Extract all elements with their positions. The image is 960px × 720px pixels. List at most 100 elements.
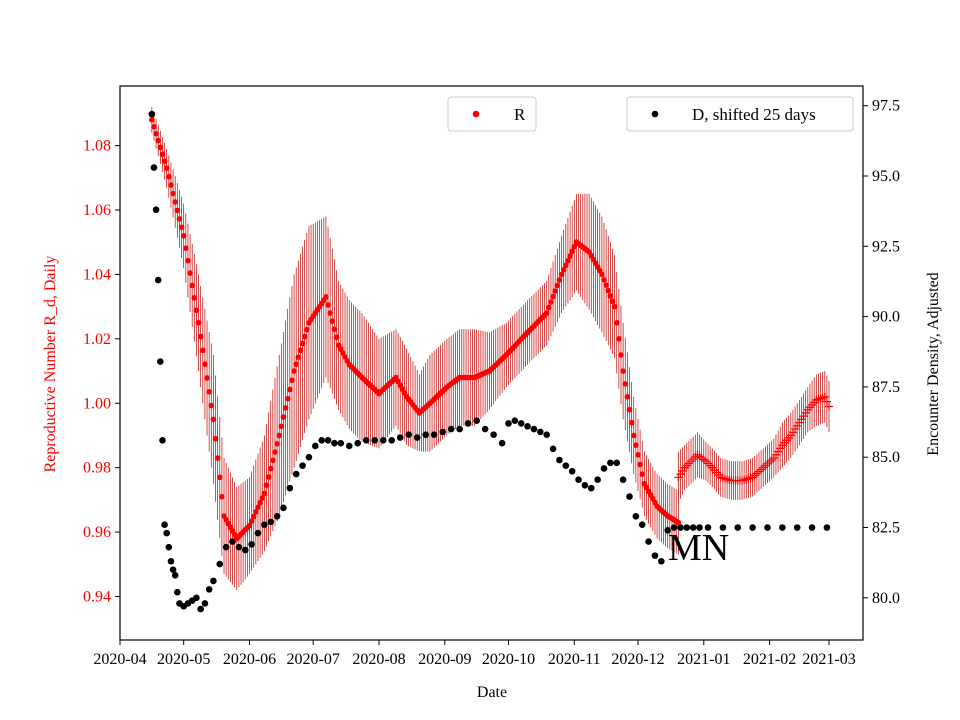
right-tick-label: 97.5: [872, 98, 900, 115]
r-point: [599, 271, 605, 278]
d-point: [261, 521, 268, 529]
d-point: [267, 518, 275, 526]
d-point: [530, 425, 538, 433]
d-point: [167, 557, 175, 565]
r-point: [609, 298, 616, 305]
x-tick-label: 2020-10: [482, 651, 535, 668]
d-point: [543, 431, 550, 439]
d-point: [473, 417, 480, 424]
d-point: [626, 493, 633, 500]
d-point: [299, 462, 306, 469]
r-point: [558, 271, 565, 278]
r-point: [151, 123, 157, 130]
d-point: [152, 206, 160, 214]
r-point: [149, 117, 155, 123]
right-tick-label: 87.5: [872, 379, 900, 396]
d-point: [439, 428, 446, 436]
d-point: [696, 524, 703, 531]
d-point: [222, 543, 230, 551]
r-point: [301, 333, 308, 340]
r-point: [297, 347, 304, 354]
r-point: [613, 319, 620, 326]
r-point: [635, 451, 641, 458]
r-point: [272, 449, 278, 455]
r-point: [329, 318, 336, 324]
r-point: [618, 352, 624, 358]
r-point: [174, 207, 181, 214]
d-point: [286, 484, 294, 492]
d-point: [157, 358, 164, 365]
d-point: [511, 417, 519, 424]
d-point: [689, 524, 697, 531]
annotation-mn: MN: [668, 527, 729, 569]
r-point: [253, 509, 259, 515]
d-point: [161, 521, 168, 529]
r-point: [195, 319, 202, 326]
r-point: [601, 276, 607, 283]
r-point: [291, 368, 297, 374]
r-point: [820, 392, 829, 401]
r-point: [637, 461, 643, 468]
d-point: [413, 434, 421, 441]
r-point: [163, 165, 170, 171]
r-point: [259, 495, 266, 501]
r-point: [630, 432, 637, 439]
d-point: [165, 543, 173, 551]
d-point: [388, 437, 396, 444]
r-point: [327, 310, 333, 316]
legend-d-marker: [651, 110, 659, 118]
d-point: [638, 521, 646, 529]
r-point: [565, 257, 571, 264]
d-point: [613, 459, 621, 467]
d-point: [324, 437, 332, 444]
r-point: [183, 245, 189, 251]
left-tick-label: 0.94: [83, 589, 111, 606]
d-point: [808, 524, 816, 531]
r-point: [248, 518, 255, 524]
r-point: [287, 386, 293, 393]
right-tick-label: 92.5: [872, 238, 900, 255]
r-point: [187, 270, 193, 276]
r-point: [212, 435, 219, 442]
d-point: [670, 524, 678, 531]
legend-d: D, shifted 25 days: [626, 96, 854, 132]
r-point: [166, 173, 172, 180]
r-point: [325, 302, 331, 308]
d-point: [254, 529, 262, 537]
x-tick-label: 2021-03: [802, 651, 855, 668]
d-point: [174, 588, 181, 596]
right-tick-label: 80.0: [872, 590, 900, 607]
d-point: [405, 431, 413, 439]
r-point: [270, 457, 276, 464]
d-point: [619, 476, 627, 484]
r-point: [543, 310, 550, 316]
r-point: [624, 394, 631, 400]
x-axis-title: Date: [477, 684, 507, 701]
d-point: [464, 420, 472, 427]
r-point: [556, 277, 563, 283]
d-point: [677, 524, 684, 531]
r-point: [170, 190, 176, 197]
right-axis-title: Encounter Density, Adjusted: [925, 272, 942, 455]
d-point: [734, 524, 742, 531]
r-point: [202, 361, 208, 367]
d-point: [764, 524, 771, 531]
d-point: [292, 470, 300, 478]
r-point: [263, 482, 270, 488]
r-point: [563, 262, 569, 269]
d-point: [430, 431, 438, 439]
d-point: [205, 586, 213, 593]
r-point: [289, 377, 295, 384]
d-point: [216, 560, 224, 568]
d-point: [645, 538, 652, 545]
r-point: [280, 414, 287, 420]
d-point: [594, 476, 601, 484]
r-point: [622, 381, 629, 387]
d-point: [312, 442, 319, 450]
d-point: [600, 465, 608, 472]
d-point: [779, 524, 786, 531]
d-point: [658, 557, 665, 565]
legend-r: R: [447, 96, 537, 132]
left-tick-label: 1.06: [83, 202, 111, 219]
